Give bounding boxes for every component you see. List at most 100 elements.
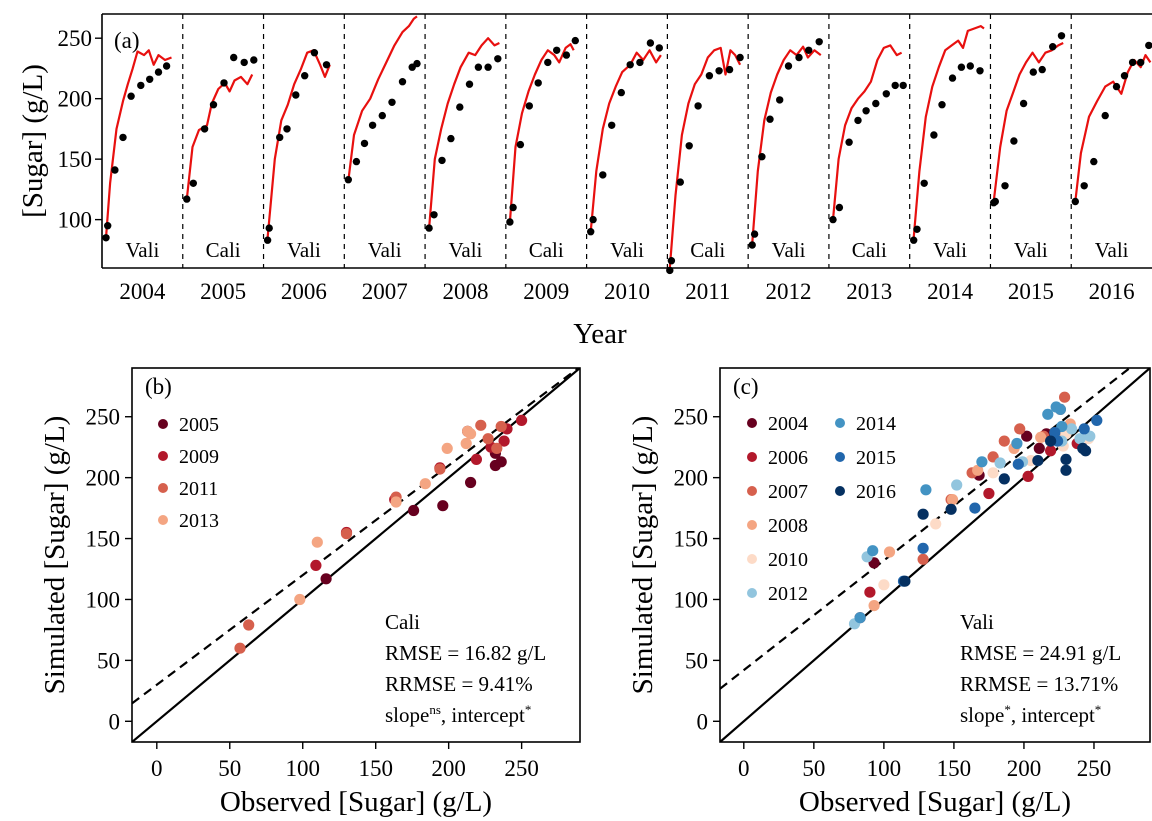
panel-a-observed-point	[1001, 182, 1009, 190]
panel-c-legend-marker-2007	[747, 486, 757, 496]
panel-c-legend-marker-2008	[747, 520, 757, 530]
panel-a-observed-point	[465, 80, 474, 88]
panel-c-stats-term: slope	[960, 703, 1004, 727]
panel-a-observed-point	[705, 72, 714, 80]
panel-a-observed-point	[891, 81, 899, 90]
panel-c-legend-marker-2010	[747, 554, 757, 564]
panel-c-point-2006	[983, 487, 995, 500]
panel-c-point-2010	[930, 518, 942, 530]
panel-c-legend-marker-2006	[747, 452, 757, 462]
panel-a-observed-point	[447, 134, 455, 143]
panel-b-point-2011	[482, 433, 494, 445]
panel-a-observed-point	[301, 72, 309, 80]
panel-a-observed-point	[805, 46, 813, 54]
panel-a-observed-point	[750, 230, 759, 238]
panel-c-label: (c)	[733, 374, 759, 399]
panel-a-observed-point	[766, 115, 774, 123]
panel-a-observed-point	[474, 63, 483, 71]
panel-a-observed-point	[829, 215, 837, 224]
panel-b-stats-superscript: *	[525, 702, 532, 717]
panel-a-cultivar-label: Vali	[772, 238, 806, 262]
panel-c-point-2008	[883, 546, 896, 558]
panel-c-point-2016	[917, 508, 929, 520]
panel-a-cultivar-label: Vali	[368, 238, 402, 262]
panel-a-observed-point	[146, 75, 154, 84]
panel-a-cultivar-label: Vali	[1095, 238, 1129, 262]
panel-c-point-2016	[1032, 455, 1044, 467]
panel-a-observed-point	[599, 171, 607, 179]
panel-a-observed-point	[230, 53, 238, 62]
panel-a-observed-point	[882, 90, 890, 98]
panel-a-observed-point	[1038, 65, 1046, 74]
panel-a-cultivar-label: Vali	[125, 238, 159, 262]
panel-b-point-2013	[441, 442, 453, 454]
panel-b-y-axis-title: Simulated [Sugar] (g/L)	[39, 416, 71, 695]
panel-b-x-tick-label: 100	[285, 756, 320, 781]
panel-c-point-2016	[899, 575, 911, 587]
panel-c-point-2015	[1091, 414, 1103, 426]
panel-a-simulated-line	[104, 49, 172, 238]
panel-b-x-tick-label: 200	[431, 756, 466, 781]
panel-a-year-tick-label: 2015	[1008, 279, 1054, 304]
panel-a-label: (a)	[114, 28, 140, 53]
panel-c-point-2008	[946, 494, 959, 506]
panel-a-year-tick-label: 2014	[927, 279, 974, 304]
panel-a-observed-point	[183, 195, 191, 203]
panel-a-year-tick-label: 2006	[281, 279, 327, 304]
panel-a-cultivar-label: Vali	[610, 238, 644, 262]
panel-c-point-2007	[1014, 423, 1026, 435]
panel-a-observed-point	[758, 153, 766, 161]
panel-c-legend-marker-2004	[747, 418, 757, 428]
panel-a-year-tick-label: 2005	[200, 279, 246, 304]
panel-a-observed-point	[456, 103, 464, 111]
panel-a-observed-point	[646, 39, 655, 47]
panel-b-legend-marker-2011	[158, 483, 168, 493]
panel-c-point-2015	[1012, 458, 1024, 470]
panel-b-x-axis-title: Observed [Sugar] (g/L)	[220, 786, 492, 818]
panel-b-point-2005	[495, 456, 507, 468]
panel-c-point-2016	[1045, 435, 1057, 447]
panel-a-observed-point	[516, 140, 525, 149]
panel-a-observed-point	[209, 101, 218, 109]
panel-a-observed-point	[694, 102, 702, 110]
panel-a-observed-point	[1128, 58, 1137, 67]
panel-b-point-2013	[460, 437, 472, 450]
panel-c-stats-cultivar: Vali	[960, 610, 994, 634]
panel-a-observed-point	[398, 78, 407, 86]
panel-a-observed-point	[292, 91, 300, 99]
panel-b-point-2009	[498, 435, 510, 447]
panel-a-observed-point	[835, 203, 844, 212]
panel-b-point-2009	[310, 559, 322, 572]
panel-b-legend-marker-2013	[158, 515, 168, 525]
panel-a-y-axis-title: [Sugar] (g/L)	[17, 64, 49, 218]
panel-c-point-2014	[854, 612, 866, 624]
panel-a-observed-point	[430, 211, 438, 219]
panel-a-observed-point	[360, 139, 369, 148]
panel-c-legend-label-2004: 2004	[768, 413, 808, 435]
panel-c-point-2014	[920, 484, 932, 496]
panel-c-point-2006	[1022, 470, 1034, 482]
panel-c-point-2007	[917, 553, 929, 565]
panel-c-stats-superscript: *	[1095, 702, 1102, 717]
panel-a-y-tick-label: 250	[58, 26, 93, 51]
panel-b-point-2011	[234, 642, 246, 654]
panel-c-point-2008	[868, 600, 880, 612]
panel-c-x-tick-label: 0	[738, 756, 750, 781]
panel-a-observed-point	[162, 62, 171, 70]
panel-a-simulated-line	[912, 25, 985, 238]
panel-c-stats-rrmse: RRMSE = 13.71%	[960, 672, 1118, 696]
panel-a-observed-point	[283, 125, 291, 133]
panel-a-observed-point	[1049, 43, 1057, 51]
panel-a-observed-point	[104, 222, 112, 230]
panel-b-x-tick-label: 250	[504, 756, 539, 781]
panel-c-point-2014	[976, 456, 988, 468]
panel-c-legend-label-2012: 2012	[768, 583, 808, 605]
panel-a-observed-point	[562, 51, 571, 59]
panel-a-observed-point	[494, 55, 502, 63]
panel-a-observed-point	[899, 81, 907, 90]
panel-a-observed-point	[250, 56, 258, 64]
panel-c-point-2008	[972, 464, 984, 476]
panel-a-simulated-line	[508, 43, 575, 223]
panel-c-vali-scatter: 0 50 100 150 200 250 0 50 100 150 200 250 2004 2006 20…	[627, 367, 1151, 818]
panel-a-observed-point	[589, 215, 597, 224]
